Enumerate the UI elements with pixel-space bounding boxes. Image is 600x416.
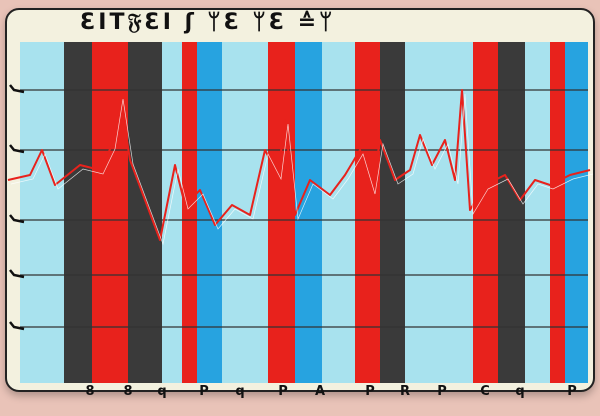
y-tick-mark [9, 84, 25, 94]
band [498, 42, 525, 383]
x-tick-label: q [515, 384, 525, 399]
band [565, 42, 588, 383]
x-tick-label: A [314, 384, 326, 399]
y-tick-mark [9, 214, 25, 224]
x-tick-label: P [437, 384, 447, 399]
band [550, 42, 565, 383]
band [473, 42, 498, 383]
x-tick-label: P [199, 384, 209, 399]
band [182, 42, 197, 383]
x-tick-label: P [278, 384, 288, 399]
x-tick-label: P [365, 384, 375, 399]
y-tick-mark [9, 144, 25, 154]
ecg-line-echo [10, 93, 594, 246]
chart-title: ƐIT𝔉ƐI ʃ ᛘƐ ᛘƐ ≙ᛘ [80, 10, 336, 35]
y-tick-mark [9, 321, 25, 331]
band [92, 42, 128, 383]
x-tick-label: q [235, 384, 245, 399]
x-tick-label: q [157, 384, 167, 399]
band [355, 42, 380, 383]
band [380, 42, 405, 383]
x-tick-label: C [480, 384, 490, 399]
band [268, 42, 295, 383]
x-tick-label: R [399, 384, 411, 399]
x-tick-label: 8 [123, 384, 133, 399]
x-tick-label: 8 [85, 384, 95, 399]
band [295, 42, 322, 383]
x-tick-label: P [567, 384, 577, 399]
band [64, 42, 92, 383]
y-tick-mark [9, 269, 25, 279]
band [128, 42, 162, 383]
